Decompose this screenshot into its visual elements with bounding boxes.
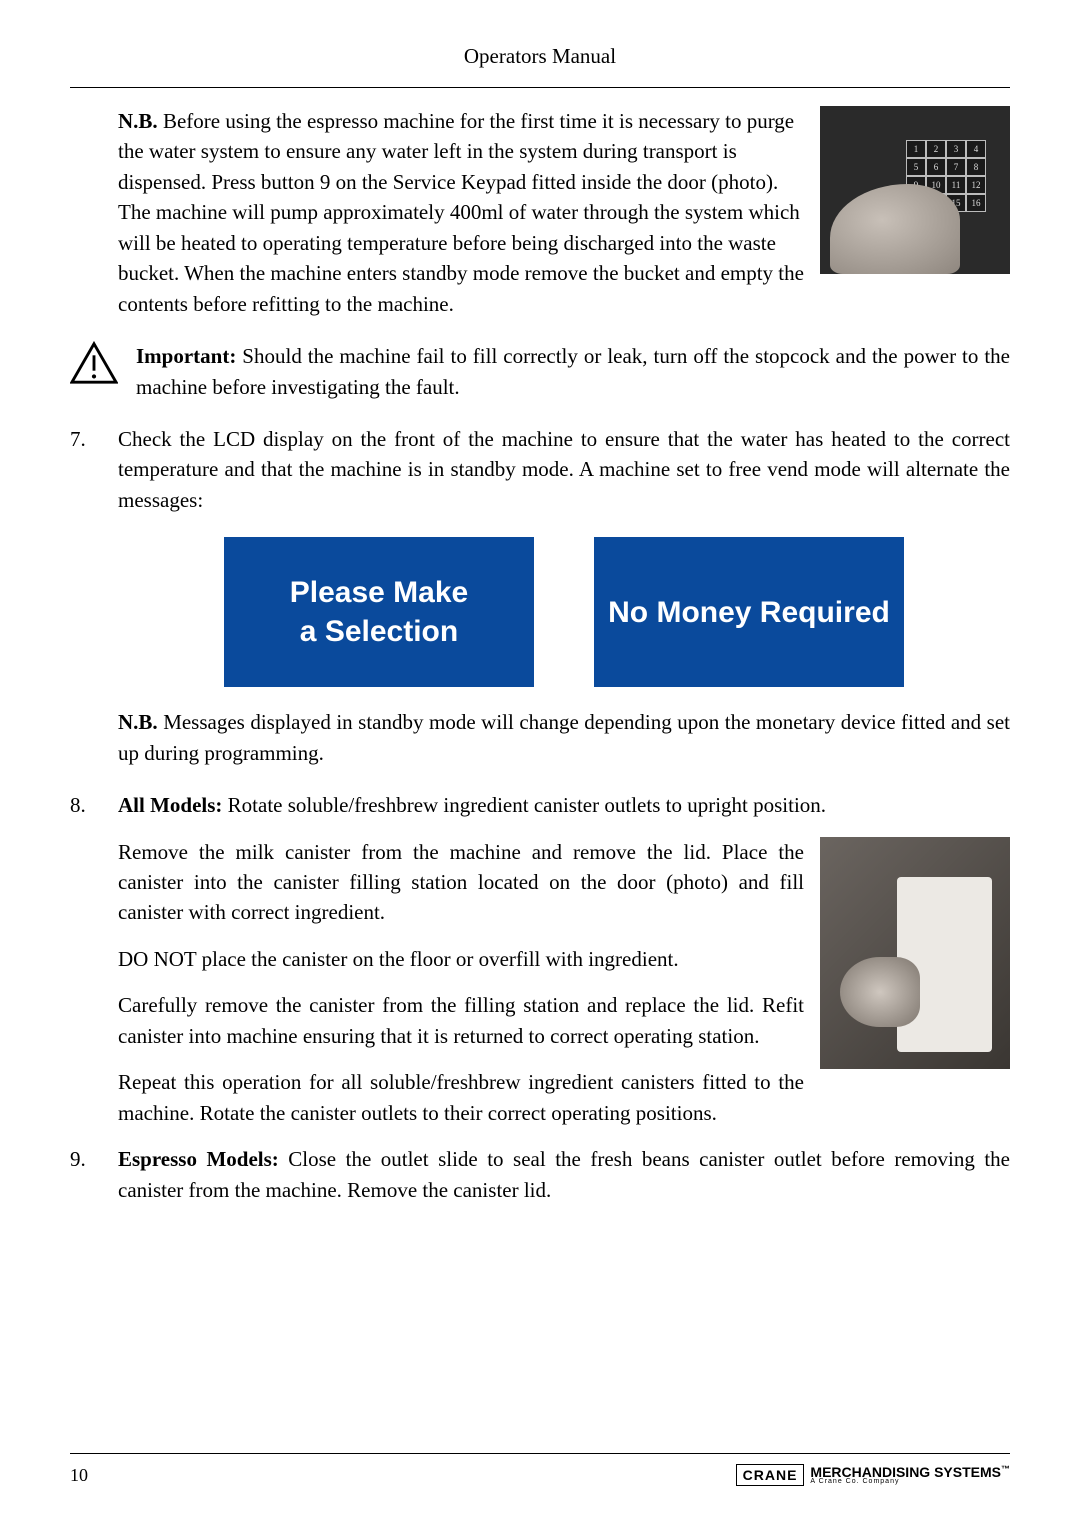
canister-hand [840, 957, 920, 1027]
nb2-text: Messages displayed in standby mode will … [118, 710, 1010, 764]
key: 3 [946, 140, 966, 158]
key: 16 [966, 194, 986, 212]
step-9-content: Espresso Models: Close the outlet slide … [118, 1144, 1010, 1205]
step8-label: All Models: [118, 793, 222, 817]
hand-illustration [830, 184, 960, 274]
header-rule [70, 87, 1010, 88]
logo-brand: CRANE [736, 1464, 805, 1486]
step9-label: Espresso Models: [118, 1147, 279, 1171]
lcd-screen-1: Please Make a Selection [224, 537, 534, 687]
lcd-msg-2: No Money Required [608, 593, 890, 632]
key: 8 [966, 158, 986, 176]
key: 1 [906, 140, 926, 158]
step-7: 7. Check the LCD display on the front of… [70, 424, 1010, 515]
page-header: Operators Manual [70, 44, 1010, 69]
step-number: 7. [70, 424, 100, 515]
step-8: 8. All Models: Rotate soluble/freshbrew … [70, 790, 1010, 1144]
warning-body: Should the machine fail to fill correctl… [136, 344, 1010, 398]
step-7-text: Check the LCD display on the front of th… [118, 424, 1010, 515]
step8-text1: Rotate soluble/freshbrew ingredient cani… [222, 793, 826, 817]
footer-rule [70, 1453, 1010, 1454]
nb-label: N.B. [118, 109, 158, 133]
key: 6 [926, 158, 946, 176]
lcd-screen-2: No Money Required [594, 537, 904, 687]
key: 5 [906, 158, 926, 176]
step8-text5: Repeat this operation for all soluble/fr… [118, 1067, 1010, 1128]
keypad-photo: 1234 5678 9101112 13141516 [820, 106, 1010, 274]
step-number: 8. [70, 790, 100, 1144]
page-footer: 10 CRANE MERCHANDISING SYSTEMS™ A Crane … [70, 1453, 1010, 1486]
lcd-msg-1: Please Make a Selection [290, 573, 468, 651]
step-8-content: All Models: Rotate soluble/freshbrew ing… [118, 790, 1010, 1144]
nb-paragraph-1: 1234 5678 9101112 13141516 N.B. Before u… [70, 106, 1010, 319]
key: 12 [966, 176, 986, 194]
nb-paragraph-2: N.B. Messages displayed in standby mode … [70, 707, 1010, 768]
nb2-label: N.B. [118, 710, 158, 734]
header-title: Operators Manual [464, 44, 616, 68]
warning-text: Important: Should the machine fail to fi… [136, 341, 1010, 402]
warning-block: Important: Should the machine fail to fi… [70, 341, 1010, 402]
step-9: 9. Espresso Models: Close the outlet sli… [70, 1144, 1010, 1205]
key: 4 [966, 140, 986, 158]
lcd-row: Please Make a Selection No Money Require… [70, 537, 1010, 687]
key: 11 [946, 176, 966, 194]
nb-text: Before using the espresso machine for th… [118, 109, 804, 316]
step-number: 9. [70, 1144, 100, 1205]
key: 7 [946, 158, 966, 176]
canister-photo [820, 837, 1010, 1069]
crane-logo: CRANE MERCHANDISING SYSTEMS™ A Crane Co.… [736, 1464, 1010, 1486]
warning-icon [70, 341, 118, 385]
warning-label: Important: [136, 344, 236, 368]
key: 2 [926, 140, 946, 158]
page-number: 10 [70, 1465, 88, 1486]
